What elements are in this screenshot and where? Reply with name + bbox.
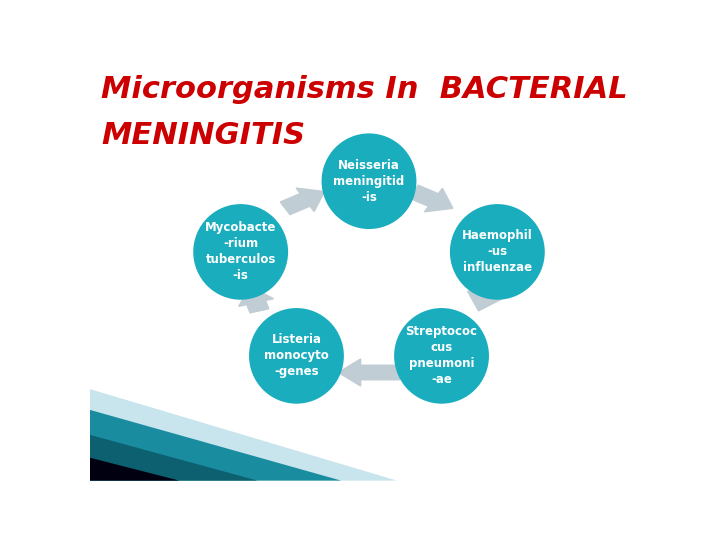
Ellipse shape	[249, 308, 344, 404]
Ellipse shape	[193, 204, 288, 300]
Ellipse shape	[394, 308, 489, 404]
Text: Haemophil
-us
influenzae: Haemophil -us influenzae	[462, 230, 533, 274]
Text: Neisseria
meningitid
-is: Neisseria meningitid -is	[333, 159, 405, 204]
Polygon shape	[90, 389, 397, 481]
FancyArrow shape	[280, 188, 325, 214]
Text: Streptococ
cus
pneumoni
-ae: Streptococ cus pneumoni -ae	[405, 326, 477, 386]
Polygon shape	[90, 435, 258, 481]
Text: MENINGITIS: MENINGITIS	[101, 121, 305, 150]
FancyArrow shape	[338, 359, 400, 386]
Text: Microorganisms In  BACTERIAL: Microorganisms In BACTERIAL	[101, 75, 628, 104]
FancyArrow shape	[409, 185, 453, 212]
Ellipse shape	[450, 204, 545, 300]
FancyArrow shape	[239, 287, 274, 313]
Text: Mycobacte
-rium
tuberculos
-is: Mycobacte -rium tuberculos -is	[205, 221, 276, 282]
Text: Listeria
monocyto
-genes: Listeria monocyto -genes	[264, 333, 329, 379]
Polygon shape	[90, 458, 179, 481]
Ellipse shape	[322, 133, 416, 229]
FancyArrow shape	[467, 285, 503, 311]
Polygon shape	[90, 410, 341, 481]
